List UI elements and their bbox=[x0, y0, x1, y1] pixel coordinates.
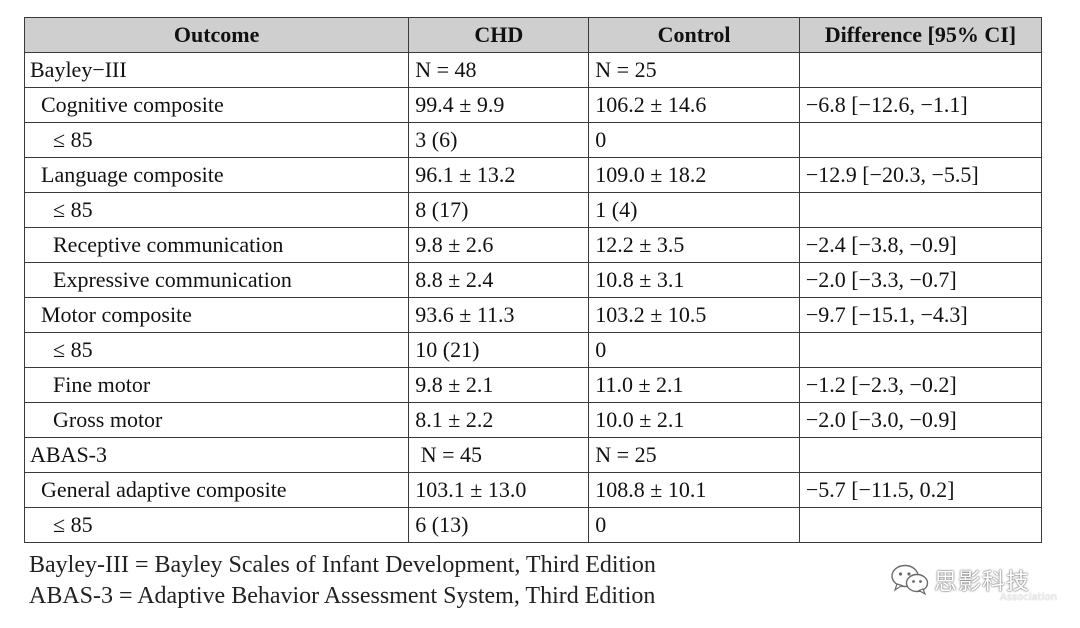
header-control: Control bbox=[588, 17, 800, 53]
cell-control: 10.8 ± 3.1 bbox=[588, 262, 800, 298]
table-row: Cognitive composite 99.4 ± 9.9 106.2 ± 1… bbox=[23, 87, 1043, 123]
cell-chd: 103.1 ± 13.0 bbox=[408, 472, 590, 508]
cell-chd: 8.8 ± 2.4 bbox=[408, 262, 590, 298]
footnote-bayley: Bayley-III = Bayley Scales of Infant Dev… bbox=[29, 552, 656, 578]
cell-difference: −9.7 [−15.1, −4.3] bbox=[798, 297, 1043, 333]
wechat-icon bbox=[891, 564, 929, 595]
cell-chd: N = 45 bbox=[408, 437, 590, 473]
table-row: Fine motor 9.8 ± 2.1 11.0 ± 2.1 −1.2 [−2… bbox=[23, 367, 1043, 403]
cell-chd: 9.8 ± 2.1 bbox=[408, 367, 590, 403]
outcomes-table-container: Outcome CHD Control Difference [95% CI] … bbox=[23, 17, 1043, 543]
cell-difference: −12.9 [−20.3, −5.5] bbox=[798, 157, 1043, 193]
cell-chd: 93.6 ± 11.3 bbox=[408, 297, 590, 333]
cell-chd: 10 (21) bbox=[408, 332, 590, 368]
cell-difference bbox=[798, 192, 1043, 228]
watermark-subtext: Association bbox=[1000, 592, 1057, 603]
cell-chd: 6 (13) bbox=[408, 507, 590, 543]
cell-control: N = 25 bbox=[588, 437, 800, 473]
table-row: ABAS-3 N = 45 N = 25 bbox=[23, 437, 1043, 473]
cell-control: 0 bbox=[588, 332, 800, 368]
table-row: Expressive communication 8.8 ± 2.4 10.8 … bbox=[23, 262, 1043, 298]
cell-control: 0 bbox=[588, 507, 800, 543]
table-row: Motor composite 93.6 ± 11.3 103.2 ± 10.5… bbox=[23, 297, 1043, 333]
cell-difference: −2.0 [−3.0, −0.9] bbox=[798, 402, 1043, 438]
cell-control: 109.0 ± 18.2 bbox=[588, 157, 800, 193]
cell-outcome: Bayley−III bbox=[23, 52, 410, 88]
table-row: Gross motor 8.1 ± 2.2 10.0 ± 2.1 −2.0 [−… bbox=[23, 402, 1043, 438]
cell-chd: 9.8 ± 2.6 bbox=[408, 227, 590, 263]
cell-control: 0 bbox=[588, 122, 800, 158]
cell-outcome: Gross motor bbox=[23, 402, 410, 438]
table-row: ≤ 85 6 (13) 0 bbox=[23, 507, 1043, 543]
cell-difference: −6.8 [−12.6, −1.1] bbox=[798, 87, 1043, 123]
cell-control: 106.2 ± 14.6 bbox=[588, 87, 800, 123]
cell-difference bbox=[798, 437, 1043, 473]
cell-difference: −1.2 [−2.3, −0.2] bbox=[798, 367, 1043, 403]
watermark: 思影科技 bbox=[890, 562, 1030, 596]
table-header-row: Outcome CHD Control Difference [95% CI] bbox=[23, 17, 1043, 53]
cell-difference bbox=[798, 122, 1043, 158]
footnote-abas: ABAS-3 = Adaptive Behavior Assessment Sy… bbox=[29, 583, 656, 609]
table-row: ≤ 85 8 (17) 1 (4) bbox=[23, 192, 1043, 228]
cell-difference bbox=[798, 507, 1043, 543]
cell-outcome: ≤ 85 bbox=[23, 332, 410, 368]
table-row: Language composite 96.1 ± 13.2 109.0 ± 1… bbox=[23, 157, 1043, 193]
cell-control: 1 (4) bbox=[588, 192, 800, 228]
cell-chd: 99.4 ± 9.9 bbox=[408, 87, 590, 123]
table-row: ≤ 85 3 (6) 0 bbox=[23, 122, 1043, 158]
table-row: Receptive communication 9.8 ± 2.6 12.2 ±… bbox=[23, 227, 1043, 263]
header-outcome: Outcome bbox=[23, 17, 410, 53]
watermark-text: 思影科技 bbox=[934, 569, 1030, 595]
cell-control: 11.0 ± 2.1 bbox=[588, 367, 800, 403]
cell-difference: −5.7 [−11.5, 0.2] bbox=[798, 472, 1043, 508]
table-footnotes: Bayley-III = Bayley Scales of Infant Dev… bbox=[29, 550, 656, 612]
cell-outcome: Cognitive composite bbox=[23, 87, 410, 123]
cell-outcome: General adaptive composite bbox=[23, 472, 410, 508]
cell-chd: 8.1 ± 2.2 bbox=[408, 402, 590, 438]
cell-chd: N = 48 bbox=[408, 52, 590, 88]
cell-outcome: ≤ 85 bbox=[23, 122, 410, 158]
header-difference: Difference [95% CI] bbox=[798, 17, 1043, 53]
cell-control: 10.0 ± 2.1 bbox=[588, 402, 800, 438]
cell-difference: −2.4 [−3.8, −0.9] bbox=[798, 227, 1043, 263]
cell-outcome: Language composite bbox=[23, 157, 410, 193]
cell-outcome: Expressive communication bbox=[23, 262, 410, 298]
cell-outcome: Fine motor bbox=[23, 367, 410, 403]
table-row: Bayley−III N = 48 N = 25 bbox=[23, 52, 1043, 88]
cell-control: 103.2 ± 10.5 bbox=[588, 297, 800, 333]
header-chd: CHD bbox=[408, 17, 590, 53]
cell-chd: 8 (17) bbox=[408, 192, 590, 228]
table-row: ≤ 85 10 (21) 0 bbox=[23, 332, 1043, 368]
cell-control: N = 25 bbox=[588, 52, 800, 88]
cell-chd: 3 (6) bbox=[408, 122, 590, 158]
cell-outcome: ≤ 85 bbox=[23, 507, 410, 543]
table-row: General adaptive composite 103.1 ± 13.0 … bbox=[23, 472, 1043, 508]
cell-difference bbox=[798, 332, 1043, 368]
cell-chd: 96.1 ± 13.2 bbox=[408, 157, 590, 193]
cell-control: 12.2 ± 3.5 bbox=[588, 227, 800, 263]
outcomes-table: Outcome CHD Control Difference [95% CI] … bbox=[23, 17, 1043, 543]
cell-difference bbox=[798, 52, 1043, 88]
cell-control: 108.8 ± 10.1 bbox=[588, 472, 800, 508]
cell-outcome: Motor composite bbox=[23, 297, 410, 333]
cell-difference: −2.0 [−3.3, −0.7] bbox=[798, 262, 1043, 298]
cell-outcome: ≤ 85 bbox=[23, 192, 410, 228]
cell-outcome: ABAS-3 bbox=[23, 437, 410, 473]
cell-outcome: Receptive communication bbox=[23, 227, 410, 263]
